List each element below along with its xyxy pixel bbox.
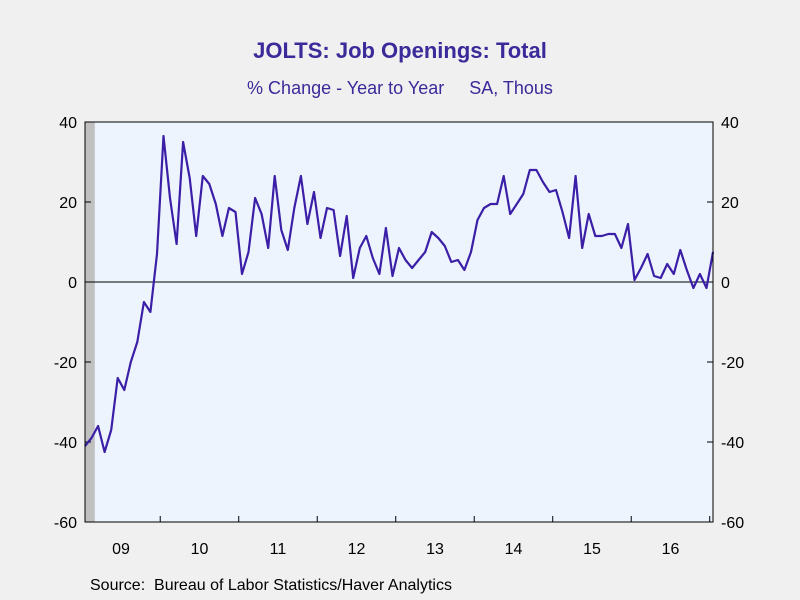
- y-tick-label-right: 0: [721, 275, 730, 292]
- chart-subtitle: % Change - Year to Year SA, Thous: [247, 78, 553, 98]
- y-tick-label-left: -60: [54, 515, 77, 532]
- plot-area: [85, 122, 713, 522]
- recession-shading: [85, 122, 95, 522]
- y-tick-label-left: 20: [59, 195, 77, 212]
- x-tick-label: 12: [348, 541, 366, 558]
- x-tick-label: 16: [662, 541, 680, 558]
- x-tick-label: 15: [583, 541, 601, 558]
- axis-labels: -60 -40 -20 0 20 40 -60 -40 -20 0 20 40 09 10 11 12 13 14…: [54, 115, 744, 558]
- x-tick-label: 10: [191, 541, 209, 558]
- x-tick-label: 09: [112, 541, 130, 558]
- y-tick-label-left: -20: [54, 355, 77, 372]
- x-tick-label: 11: [270, 541, 287, 558]
- y-tick-label-right: 20: [721, 195, 739, 212]
- y-tick-label-right: -40: [721, 435, 744, 452]
- y-tick-label-left: 40: [59, 115, 77, 132]
- y-tick-label-left: 0: [68, 275, 77, 292]
- chart-title: JOLTS: Job Openings: Total: [253, 38, 547, 63]
- x-tick-label: 13: [426, 541, 444, 558]
- y-tick-label-right: -20: [721, 355, 744, 372]
- source-note: Source: Bureau of Labor Statistics/Haver…: [90, 577, 452, 594]
- y-tick-label-left: -40: [54, 435, 77, 452]
- x-tick-label: 14: [505, 541, 523, 558]
- y-tick-label-right: -60: [721, 515, 744, 532]
- series-line: [84, 134, 715, 454]
- y-tick-label-right: 40: [721, 115, 739, 132]
- plot-frame: [84, 121, 714, 523]
